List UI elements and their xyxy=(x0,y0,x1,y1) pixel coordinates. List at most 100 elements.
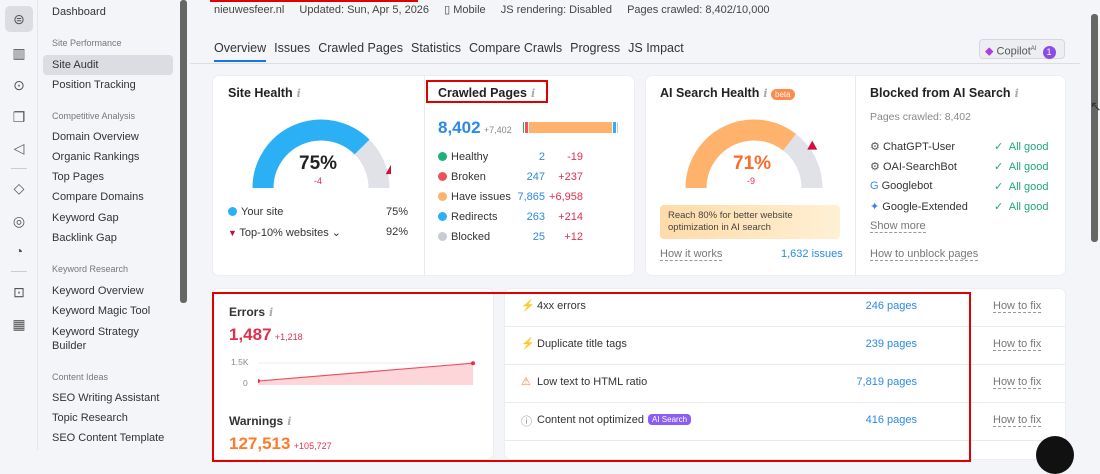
issue-pages-link[interactable]: 246 pages xyxy=(865,300,917,312)
sidebar-scrollbar[interactable] xyxy=(180,0,187,303)
errors-y-min-label: 0 xyxy=(243,378,248,388)
how-to-fix-link[interactable]: How to fix xyxy=(993,300,1042,313)
issue-name[interactable]: Content not optimized xyxy=(537,414,645,426)
triangle-down-icon: ▼ xyxy=(228,228,240,238)
main-scrollbar[interactable] xyxy=(1091,14,1098,242)
tab-issues[interactable]: Issues xyxy=(274,41,311,55)
sidebar-item-site-audit[interactable]: Site Audit xyxy=(43,55,173,75)
top10-value: 92% xyxy=(386,226,409,238)
ai-health-title: AI Search Health i beta xyxy=(660,86,795,100)
crawled-row-value[interactable]: 7,865 xyxy=(517,191,545,203)
sidebar-item-keyword-magic-tool[interactable]: Keyword Magic Tool xyxy=(52,305,151,317)
copy-pages-icon[interactable]: ❐ xyxy=(12,109,26,125)
sidebar-item-domain-overview[interactable]: Domain Overview xyxy=(52,131,139,143)
bot-row: ⚙ OAI-SearchBot xyxy=(870,161,957,173)
crawled-bar-segment xyxy=(525,122,528,133)
issue-row[interactable]: ⚠ Low text to HTML ratio 7,819 pages How… xyxy=(505,365,1065,403)
bot-row: G Googlebot xyxy=(870,180,933,192)
chevron-down-icon: ⌄ xyxy=(331,227,341,239)
highlight-box xyxy=(210,0,418,2)
crawled-row-label[interactable]: Broken xyxy=(438,171,486,183)
sidebar-item-compare-domains[interactable]: Compare Domains xyxy=(52,191,144,203)
help-button[interactable] xyxy=(1036,436,1074,474)
rank-icon[interactable]: ◇ xyxy=(13,180,25,196)
issue-name[interactable]: 4xx errors xyxy=(537,300,586,312)
openai-icon: ⚙ xyxy=(870,161,880,173)
crawled-total[interactable]: 8,402 +7,402 xyxy=(438,118,512,137)
crawled-bar-segment xyxy=(528,122,612,133)
lightning-icon: ⚡ xyxy=(521,338,535,350)
trend-chart-icon[interactable]: ⊡ xyxy=(13,284,25,300)
how-it-works-link[interactable]: How it works xyxy=(660,248,723,261)
crawled-row-label[interactable]: Healthy xyxy=(438,151,488,163)
unblock-pages-link[interactable]: How to unblock pages xyxy=(870,248,979,261)
errors-count[interactable]: 1,487 +1,218 xyxy=(229,325,303,344)
header-info: nieuwesfeer.nl Updated: Sun, Apr 5, 2026… xyxy=(214,3,770,16)
crawled-row-value[interactable]: 25 xyxy=(532,231,545,243)
crawled-row-delta: +214 xyxy=(558,211,583,223)
sidebar-item-keyword-overview[interactable]: Keyword Overview xyxy=(52,285,144,297)
chat-icon[interactable]: ◎ xyxy=(12,213,26,229)
semrush-logo-icon[interactable]: ⊜ xyxy=(5,6,33,32)
crawled-bar-segment xyxy=(523,122,525,133)
issue-pages-link[interactable]: 7,819 pages xyxy=(856,376,917,388)
legend-top10-dropdown[interactable]: ▼ Top-10% websites ⌄ xyxy=(228,227,341,239)
megaphone-icon[interactable]: ◁ xyxy=(13,140,25,156)
tab-progress[interactable]: Progress xyxy=(570,41,621,55)
sidebar-item-keyword-strategy-builder[interactable]: Keyword Strategy Builder xyxy=(52,326,139,352)
tab-overview[interactable]: Overview xyxy=(214,41,267,62)
issue-row[interactable]: ⚡ 4xx errors 246 pages How to fix xyxy=(505,289,1065,327)
errors-card: Errors i 1,487 +1,218 1.5K 0 Warnings i 12… xyxy=(213,289,493,459)
issue-name[interactable]: Low text to HTML ratio xyxy=(537,376,648,388)
tab-js-impact[interactable]: JS Impact xyxy=(628,41,684,55)
sidebar-item-seo-writing-assistant[interactable]: SEO Writing Assistant xyxy=(52,392,160,404)
issue-pages-link[interactable]: 239 pages xyxy=(865,338,917,350)
crawled-row-label[interactable]: Redirects xyxy=(438,211,497,223)
bot-status: ✓ All good xyxy=(994,201,1049,213)
how-to-fix-link[interactable]: How to fix xyxy=(993,414,1042,427)
blocked-pages-crawled: Pages crawled: 8,402 xyxy=(870,111,971,123)
tab-statistics[interactable]: Statistics xyxy=(411,41,462,55)
ai-issues-link[interactable]: 1,632 issues xyxy=(781,248,843,260)
issue-row[interactable]: ⓘ Content not optimized AI Search 416 pa… xyxy=(505,403,1065,441)
cursor-target-icon[interactable]: ◔ xyxy=(14,243,24,259)
project-domain[interactable]: nieuwesfeer.nl xyxy=(214,4,285,16)
pages-crawled: Pages crawled: 8,402/10,000 xyxy=(627,4,770,16)
crawled-row-value[interactable]: 2 xyxy=(538,151,545,163)
apps-grid-icon[interactable]: ▦ xyxy=(12,316,26,332)
sidebar-item-keyword-gap[interactable]: Keyword Gap xyxy=(52,212,119,224)
sidebar-item-backlink-gap[interactable]: Backlink Gap xyxy=(52,232,117,244)
issue-row[interactable]: ⚡ Duplicate title tags 239 pages How to … xyxy=(505,327,1065,365)
tab-compare-crawls[interactable]: Compare Crawls xyxy=(469,41,563,55)
location-pin-icon[interactable]: ⊙ xyxy=(13,77,25,93)
show-more-link[interactable]: Show more xyxy=(870,220,926,233)
issue-pages-link[interactable]: 416 pages xyxy=(865,414,917,426)
sidebar-item-position-tracking[interactable]: Position Tracking xyxy=(52,79,136,91)
check-icon: ✓ xyxy=(994,141,1004,153)
warnings-title: Warnings i xyxy=(229,414,292,428)
crawled-row-label[interactable]: Blocked xyxy=(438,231,490,243)
crawled-row-value[interactable]: 263 xyxy=(526,211,545,223)
sidebar-item-organic-rankings[interactable]: Organic Rankings xyxy=(52,151,140,163)
site-health-title: Site Health i xyxy=(228,86,301,100)
bot-status: ✓ All good xyxy=(994,141,1049,153)
sidebar-item-topic-research[interactable]: Topic Research xyxy=(52,412,128,424)
site-health-value: 75% xyxy=(299,153,338,174)
info-icon: i xyxy=(269,306,274,319)
sidebar-item-top-pages[interactable]: Top Pages xyxy=(52,171,104,183)
how-to-fix-link[interactable]: How to fix xyxy=(993,338,1042,351)
copilot-button[interactable]: ◆ CopilotAI 1 xyxy=(979,39,1065,59)
warnings-count[interactable]: 127,513 +105,727 xyxy=(229,434,332,453)
sidebar-item-seo-content-template[interactable]: SEO Content Template xyxy=(52,432,165,444)
how-to-fix-link[interactable]: How to fix xyxy=(993,376,1042,389)
issue-name[interactable]: Duplicate title tags xyxy=(537,338,627,350)
errors-sparkline xyxy=(258,361,475,385)
bot-row: ⚙ ChatGPT-User xyxy=(870,141,956,153)
crawled-row-label[interactable]: Have issues xyxy=(438,191,511,203)
crawled-stacked-bar xyxy=(523,122,619,133)
sidebar-item-dashboard[interactable]: Dashboard xyxy=(52,6,106,18)
crawled-row-value[interactable]: 247 xyxy=(526,171,545,183)
bar-chart-icon[interactable]: ▥ xyxy=(12,45,26,61)
tab-crawled-pages[interactable]: Crawled Pages xyxy=(318,41,403,55)
ai-health-delta: -9 xyxy=(747,176,756,186)
